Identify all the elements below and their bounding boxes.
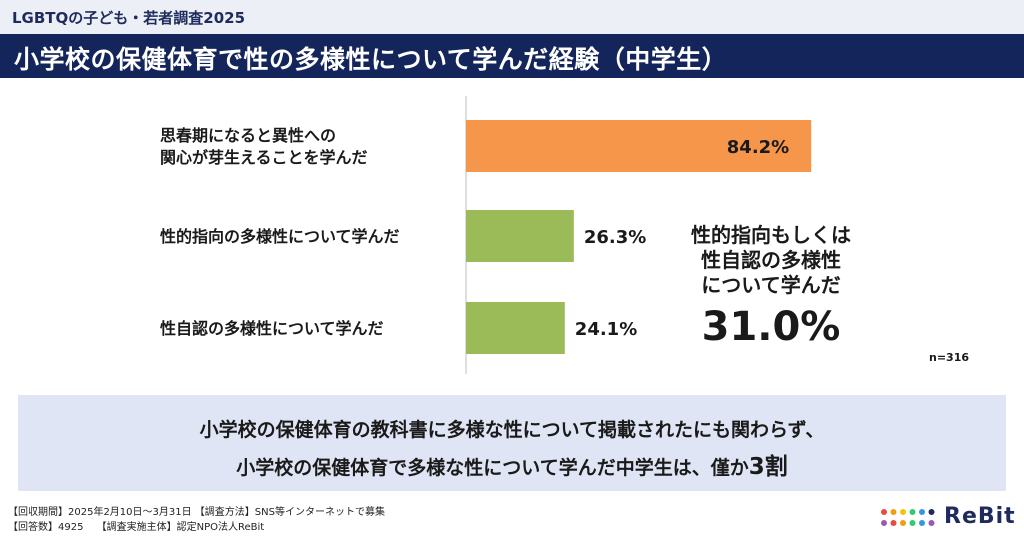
summary-line-2-text: 小学校の保健体育で多様な性について学んだ中学生は、僅か <box>236 457 749 479</box>
summary-line-2: 小学校の保健体育で多様な性について学んだ中学生は、僅か3割 <box>18 447 1006 481</box>
logo-dot-7 <box>881 520 887 526</box>
value-label-3: 24.1% <box>575 319 637 340</box>
footer-survey-period: 【回収期間】2025年2月10日～3月31日 【調査方法】SNS等インターネット… <box>8 507 385 518</box>
logo-dot-1 <box>881 509 887 515</box>
bar-3 <box>466 302 565 354</box>
logo-dot-5 <box>919 509 925 515</box>
value-label-2: 26.3% <box>584 227 646 248</box>
callout-value: 31.0% <box>702 304 841 350</box>
bar-2 <box>466 210 574 262</box>
logo-dot-9 <box>900 520 906 526</box>
footer-respondents: 【回答数】4925 【調査実施主体】認定NPO法人ReBit <box>8 522 265 533</box>
logo-dot-3 <box>900 509 906 515</box>
header-strip: LGBTQの子ども・若者調査2025 <box>0 0 1024 34</box>
survey-series-label: LGBTQの子ども・若者調査2025 <box>12 9 246 27</box>
category-label-2-line-1: 性的指向の多様性について学んだ <box>160 227 400 246</box>
category-label-1-line-2: 関心が芽生えることを学んだ <box>160 148 368 167</box>
category-label-1-line-1: 思春期になると異性への <box>160 126 336 145</box>
logo-dots-icon <box>881 509 935 526</box>
logo-dot-4 <box>909 509 916 515</box>
summary-line-1: 小学校の保健体育の教科書に多様な性について掲載されたにも関わらず、 <box>199 419 825 441</box>
title-bar: 小学校の保健体育で性の多様性について学んだ経験（中学生） <box>0 34 1024 78</box>
logo-dot-11 <box>919 520 925 526</box>
rebit-logo: ReBit <box>880 503 1020 533</box>
callout-line-1: 性的指向もしくは <box>691 223 851 247</box>
category-label-3-line-1: 性自認の多様性について学んだ <box>160 319 384 338</box>
summary-emphasis: 3割 <box>748 454 788 480</box>
callout-line-2: 性自認の多様性 <box>701 248 841 272</box>
value-label-1: 84.2% <box>727 137 789 158</box>
logo-dot-10 <box>909 520 916 526</box>
page-title: 小学校の保健体育で性の多様性について学んだ経験（中学生） <box>14 45 728 74</box>
summary-box: 小学校の保健体育の教科書に多様な性について掲載されたにも関わらず、 小学校の保健… <box>18 395 1006 491</box>
callout-line-3: について学んだ <box>701 273 840 297</box>
logo-text: ReBit <box>944 504 1016 529</box>
logo-dot-6 <box>928 509 935 515</box>
sample-size: n=316 <box>929 351 970 364</box>
bar-1 <box>466 120 812 172</box>
logo-dot-8 <box>890 520 897 526</box>
logo-dot-2 <box>890 509 897 515</box>
logo-dot-12 <box>928 520 935 526</box>
